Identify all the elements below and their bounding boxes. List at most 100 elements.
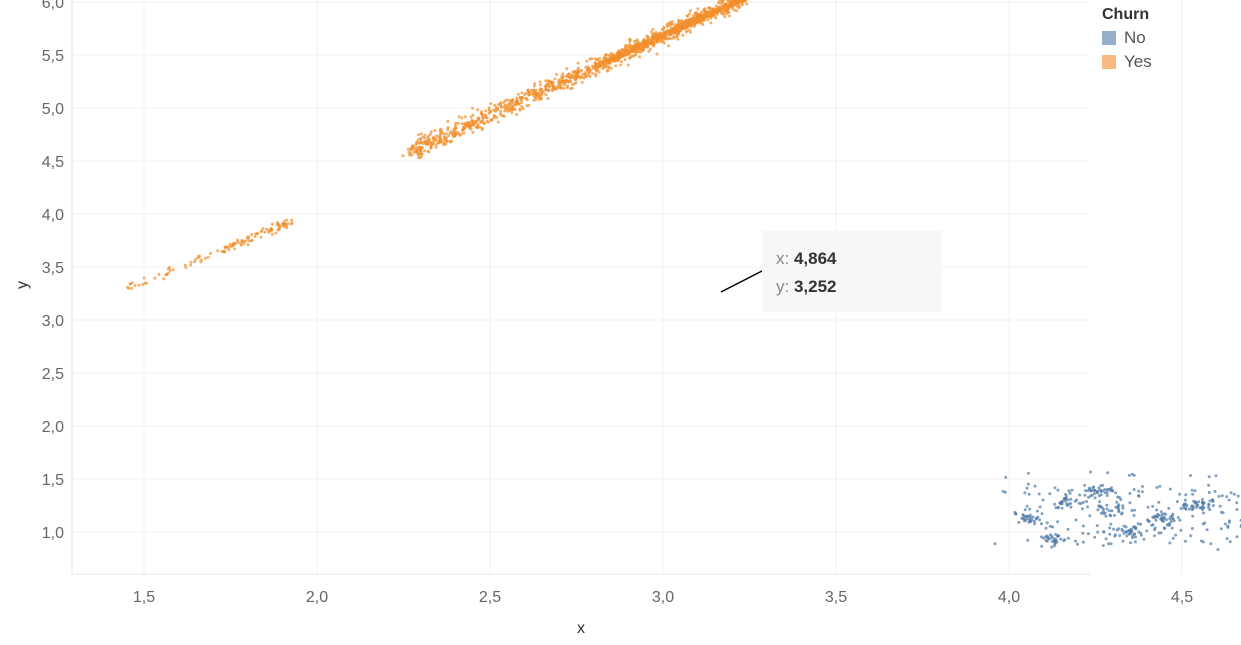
data-point-no[interactable] [1168, 541, 1172, 545]
data-point-no[interactable] [1110, 489, 1114, 493]
data-point-yes[interactable] [733, 8, 736, 12]
data-point-yes[interactable] [578, 69, 582, 73]
data-point-yes[interactable] [648, 47, 652, 51]
data-point-yes[interactable] [680, 19, 684, 23]
data-point-yes[interactable] [480, 112, 484, 115]
data-point-no[interactable] [1235, 535, 1239, 539]
data-point-yes[interactable] [688, 23, 692, 27]
data-point-yes[interactable] [429, 132, 432, 136]
data-point-yes[interactable] [401, 154, 405, 158]
data-point-yes[interactable] [422, 140, 426, 144]
data-point-yes[interactable] [643, 44, 647, 48]
data-point-yes[interactable] [432, 136, 435, 139]
data-point-no[interactable] [1017, 520, 1021, 524]
data-point-no[interactable] [1168, 517, 1172, 521]
data-point-yes[interactable] [274, 231, 278, 235]
data-point-yes[interactable] [469, 127, 473, 131]
data-point-yes[interactable] [614, 64, 618, 68]
data-point-yes[interactable] [606, 69, 610, 73]
data-point-yes[interactable] [695, 14, 699, 18]
data-point-no[interactable] [1029, 516, 1033, 520]
data-point-no[interactable] [1088, 514, 1092, 518]
data-point-no[interactable] [1183, 498, 1187, 502]
data-point-yes[interactable] [692, 25, 696, 28]
data-point-no[interactable] [1103, 488, 1107, 492]
data-point-no[interactable] [1202, 511, 1205, 515]
data-point-yes[interactable] [638, 55, 642, 59]
data-point-no[interactable] [1023, 508, 1027, 512]
data-point-no[interactable] [1081, 531, 1085, 535]
data-point-no[interactable] [1038, 505, 1042, 509]
data-point-yes[interactable] [495, 115, 499, 119]
data-point-yes[interactable] [290, 218, 294, 222]
data-point-no[interactable] [1189, 534, 1193, 538]
data-point-yes[interactable] [482, 121, 486, 125]
data-point-no[interactable] [1003, 490, 1007, 494]
data-point-no[interactable] [1088, 487, 1092, 491]
data-point-yes[interactable] [562, 80, 566, 84]
data-point-no[interactable] [1023, 491, 1027, 495]
data-point-no[interactable] [1108, 526, 1112, 530]
data-point-yes[interactable] [457, 115, 461, 119]
data-point-no[interactable] [1044, 526, 1048, 530]
data-point-no[interactable] [1145, 529, 1149, 533]
data-point-yes[interactable] [419, 138, 422, 141]
data-point-no[interactable] [1136, 522, 1140, 526]
data-point-no[interactable] [1127, 473, 1131, 477]
data-point-no[interactable] [1048, 492, 1052, 496]
data-point-no[interactable] [1236, 494, 1240, 498]
data-point-yes[interactable] [681, 33, 685, 37]
data-point-no[interactable] [1052, 544, 1056, 548]
data-point-yes[interactable] [654, 32, 658, 36]
data-point-no[interactable] [1085, 500, 1088, 503]
data-point-yes[interactable] [723, 5, 727, 9]
data-point-no[interactable] [1152, 534, 1156, 538]
data-point-yes[interactable] [137, 283, 141, 287]
data-point-yes[interactable] [437, 138, 441, 142]
data-point-no[interactable] [1095, 524, 1099, 528]
data-point-no[interactable] [1232, 492, 1236, 496]
data-point-no[interactable] [1110, 509, 1114, 513]
data-point-yes[interactable] [603, 62, 607, 66]
data-point-yes[interactable] [544, 93, 548, 97]
data-point-yes[interactable] [619, 52, 623, 56]
data-point-yes[interactable] [469, 115, 473, 119]
data-point-yes[interactable] [720, 1, 724, 5]
data-point-yes[interactable] [131, 281, 135, 285]
data-point-no[interactable] [1150, 523, 1154, 527]
data-point-yes[interactable] [189, 260, 193, 264]
data-point-yes[interactable] [626, 63, 630, 67]
data-point-yes[interactable] [419, 140, 423, 144]
data-point-yes[interactable] [597, 70, 601, 74]
data-point-no[interactable] [1169, 519, 1173, 523]
data-point-no[interactable] [1147, 520, 1151, 523]
data-point-no[interactable] [1113, 513, 1116, 517]
data-point-no[interactable] [1117, 503, 1121, 507]
data-point-yes[interactable] [511, 104, 515, 108]
data-point-yes[interactable] [651, 27, 655, 31]
data-point-yes[interactable] [456, 121, 460, 125]
data-point-yes[interactable] [584, 71, 587, 75]
data-point-no[interactable] [1146, 505, 1150, 509]
data-point-yes[interactable] [544, 79, 548, 83]
data-point-yes[interactable] [450, 139, 453, 143]
data-point-no[interactable] [1118, 534, 1122, 538]
data-point-yes[interactable] [721, 7, 725, 11]
data-point-yes[interactable] [591, 71, 594, 75]
data-point-yes[interactable] [649, 30, 653, 34]
data-point-no[interactable] [1040, 512, 1044, 516]
data-point-yes[interactable] [620, 60, 624, 64]
data-point-yes[interactable] [412, 151, 416, 154]
data-point-yes[interactable] [216, 249, 220, 253]
data-point-no[interactable] [1187, 507, 1191, 511]
data-point-yes[interactable] [418, 155, 422, 159]
data-point-no[interactable] [1021, 513, 1025, 517]
data-point-no[interactable] [1175, 500, 1179, 504]
data-point-yes[interactable] [126, 285, 130, 289]
data-point-yes[interactable] [685, 26, 689, 29]
data-point-no[interactable] [1124, 530, 1128, 534]
data-point-yes[interactable] [525, 104, 529, 108]
data-point-yes[interactable] [516, 102, 519, 105]
data-point-no[interactable] [1054, 506, 1058, 510]
data-point-yes[interactable] [433, 129, 437, 133]
